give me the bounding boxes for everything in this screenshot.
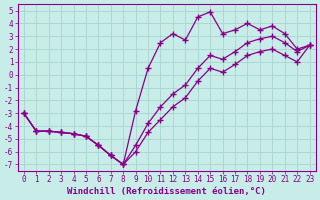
X-axis label: Windchill (Refroidissement éolien,°C): Windchill (Refroidissement éolien,°C) — [67, 187, 266, 196]
